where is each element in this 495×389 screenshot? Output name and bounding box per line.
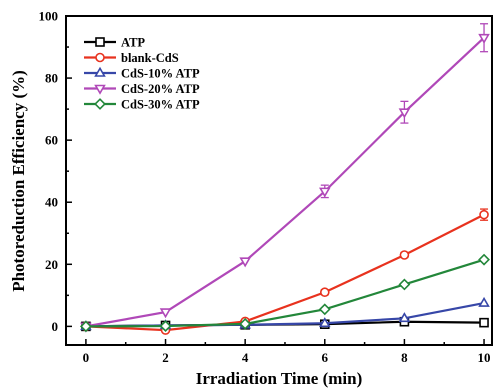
legend-item: CdS-20% ATP	[84, 82, 200, 96]
legend-marker	[95, 52, 105, 63]
legend-item: ATP	[84, 36, 145, 50]
data-point	[319, 287, 330, 298]
x-tick-label: 6	[322, 350, 329, 365]
legend-item: blank-CdS	[84, 51, 179, 65]
data-point	[159, 320, 172, 332]
data-point	[478, 33, 490, 44]
data-point	[479, 209, 489, 220]
legend-marker	[94, 66, 106, 77]
series-layer	[79, 23, 490, 335]
legend-marker	[94, 98, 106, 110]
data-point	[318, 187, 331, 198]
series-cds-10-atp	[80, 296, 490, 331]
legend-item: CdS-30% ATP	[84, 98, 200, 112]
data-point	[398, 312, 411, 323]
series-line	[85, 213, 485, 332]
data-point	[478, 253, 490, 266]
x-tick-label: 0	[83, 350, 90, 365]
series-line	[85, 258, 485, 328]
series-cds-30-atp	[79, 253, 490, 333]
y-axis-label: Photoreduction Efficiency (%)	[9, 70, 28, 292]
legend-label: CdS-20% ATP	[121, 82, 200, 96]
data-point	[318, 303, 331, 316]
x-tick-label: 8	[401, 350, 408, 365]
plot-area	[65, 15, 493, 346]
data-point	[239, 257, 251, 268]
x-tick-label: 10	[478, 350, 491, 365]
data-point	[318, 317, 331, 328]
legend-label: ATP	[121, 36, 145, 50]
series-line	[85, 36, 485, 328]
x-tick-label: 4	[242, 350, 249, 365]
data-point	[479, 317, 489, 328]
data-point	[79, 320, 92, 333]
y-tick-label: 60	[45, 133, 58, 148]
data-point	[239, 317, 252, 330]
data-point	[159, 308, 172, 319]
data-point	[398, 108, 411, 119]
y-tick-label: 100	[39, 9, 59, 24]
data-point	[398, 278, 411, 291]
legend-label: CdS-10% ATP	[121, 67, 200, 81]
y-tick-label: 0	[52, 319, 59, 334]
y-tick-label: 40	[45, 195, 58, 210]
y-tick-label: 80	[45, 71, 58, 86]
legend-marker	[95, 37, 105, 47]
y-tick-label: 20	[45, 257, 58, 272]
legend-item: CdS-10% ATP	[84, 67, 200, 81]
x-axis-label: Irradiation Time (min)	[196, 369, 363, 388]
plot-frame	[65, 15, 493, 346]
x-tick-label: 2	[162, 350, 169, 365]
legend-label: blank-CdS	[121, 51, 179, 65]
data-point	[478, 296, 490, 307]
legend-label: CdS-30% ATP	[121, 98, 200, 112]
legend-marker	[94, 84, 106, 95]
data-point	[399, 250, 410, 260]
